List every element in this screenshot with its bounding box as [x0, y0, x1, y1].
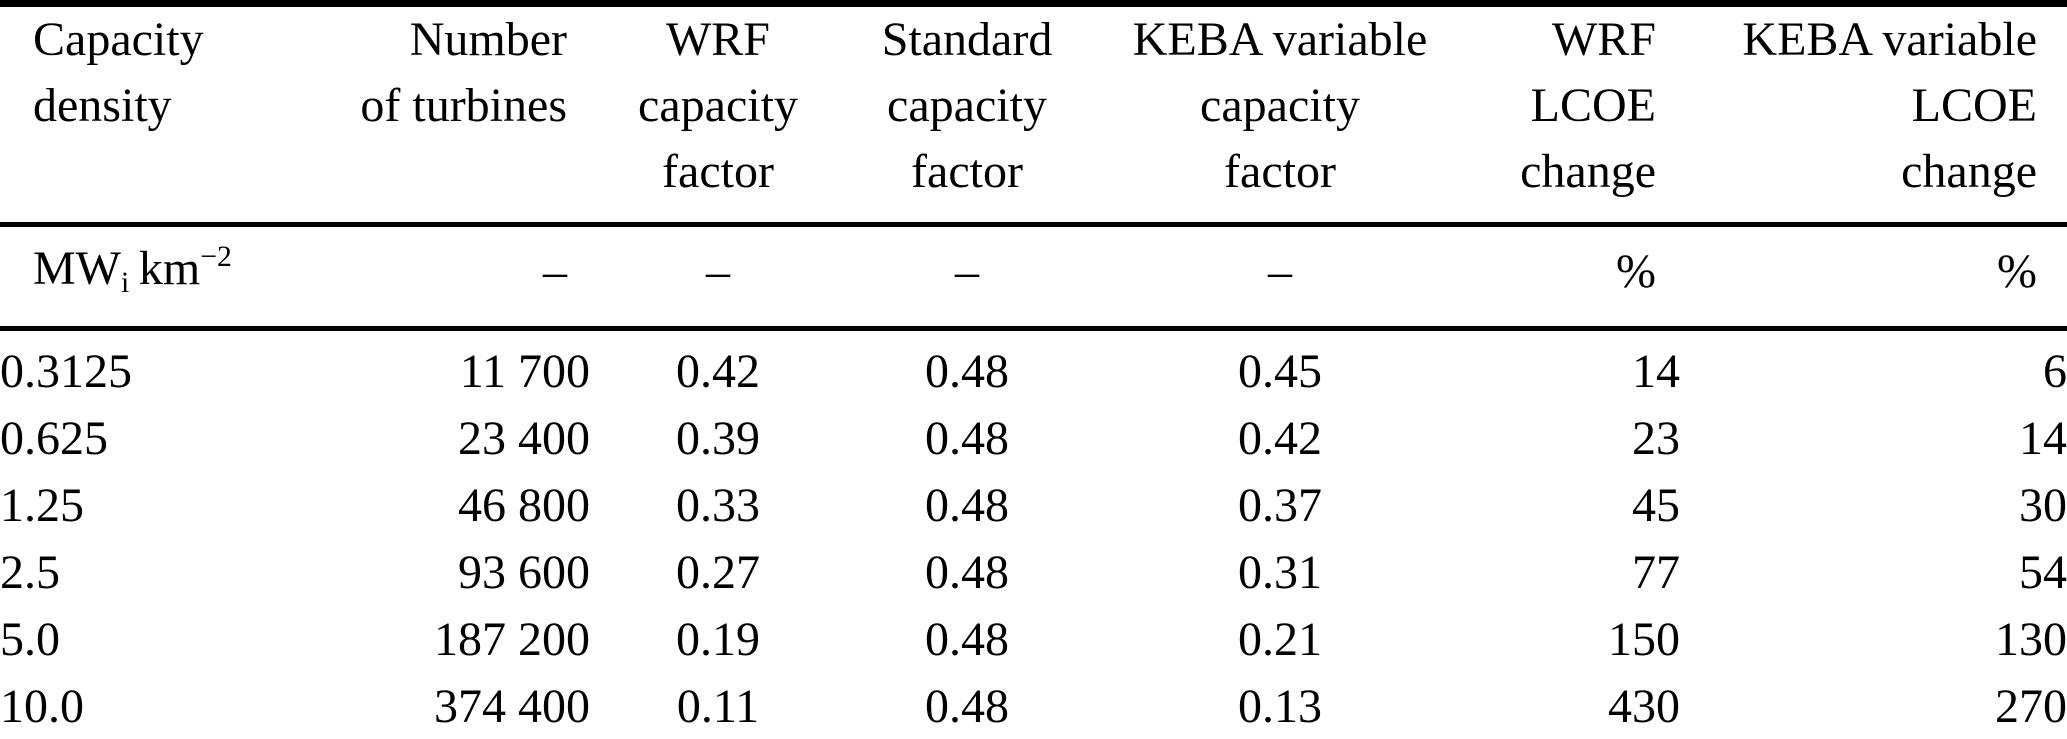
table-cell: 45	[1632, 479, 1680, 532]
column-header-capacity-density: Capacity density	[33, 13, 204, 132]
table-cell: 10.0	[0, 680, 84, 733]
table-cell: 130	[1995, 613, 2067, 666]
table-cell: 0.27	[676, 546, 760, 599]
table-cell: 0.48	[925, 479, 1009, 532]
table-cell: 14	[2019, 412, 2067, 465]
table-cell: 0.3125	[0, 345, 132, 398]
table-row: 10.0 374 400 0.11 0.48 0.13 430 270	[0, 673, 2067, 739]
table-header-row: Capacity density Number of turbines WRF …	[0, 3, 2067, 225]
table-cell: 1.25	[0, 479, 84, 532]
table-cell: 0.48	[925, 546, 1009, 599]
table-cell: 0.31	[1238, 546, 1322, 599]
unit-wrf-lcoe-change: %	[1616, 245, 1656, 298]
table-cell: 5.0	[0, 613, 60, 666]
table-row: 0.3125 11 700 0.42 0.48 0.45 14 6	[0, 329, 2067, 406]
table-row: 2.5 93 600 0.27 0.48 0.31 77 54	[0, 539, 2067, 606]
table-cell: 0.13	[1238, 680, 1322, 733]
table-cell: 0.48	[925, 412, 1009, 465]
table-cell: 0.37	[1238, 479, 1322, 532]
table-row: 0.625 23 400 0.39 0.48 0.42 23 14	[0, 405, 2067, 472]
column-header-number-of-turbines: Number of turbines	[360, 13, 567, 132]
table-cell: 0.21	[1238, 613, 1322, 666]
unit-wrf-capacity-factor: –	[706, 245, 730, 298]
table-cell: 0.42	[1238, 412, 1322, 465]
table-cell: 2.5	[0, 546, 60, 599]
unit-keba-variable-lcoe-change: %	[1997, 245, 2037, 298]
table-cell: 54	[2019, 546, 2067, 599]
table-cell: 23	[1632, 412, 1680, 465]
table-cell: 187 200	[434, 613, 590, 666]
table-cell: 11 700	[459, 345, 590, 398]
table-cell: 0.42	[676, 345, 760, 398]
unit-superscript-minus2: −2	[200, 239, 232, 273]
table-cell: 0.48	[925, 613, 1009, 666]
unit-keba-variable-capacity-factor: –	[1268, 245, 1292, 298]
table-cell: 0.33	[676, 479, 760, 532]
table-cell: 30	[2019, 479, 2067, 532]
table-cell: 0.19	[676, 613, 760, 666]
column-header-standard-capacity-factor: Standard capacity factor	[881, 13, 1053, 198]
table-row: 1.25 46 800 0.33 0.48 0.37 45 30	[0, 472, 2067, 539]
table-cell: 0.39	[676, 412, 760, 465]
unit-km: km	[129, 242, 201, 295]
table-cell: 150	[1608, 613, 1680, 666]
column-header-wrf-capacity-factor: WRF capacity factor	[638, 13, 798, 198]
table-cell: 0.48	[925, 680, 1009, 733]
table-cell: 270	[1995, 680, 2067, 733]
table-cell: 374 400	[434, 680, 590, 733]
table-cell: 77	[1632, 546, 1680, 599]
table-cell: 6	[2043, 345, 2067, 398]
column-header-keba-variable-lcoe-change: KEBA variable LCOE change	[1742, 13, 2037, 198]
unit-standard-capacity-factor: –	[955, 245, 979, 298]
table-cell: 46 800	[458, 479, 590, 532]
unit-capacity-density: MWi km−2	[0, 225, 310, 329]
table-cell: 23 400	[458, 412, 590, 465]
table-cell: 0.625	[0, 412, 108, 465]
unit-mw: MW	[33, 242, 121, 295]
table-cell: 0.11	[676, 680, 760, 733]
table-row: 5.0 187 200 0.19 0.48 0.21 150 130	[0, 606, 2067, 673]
table-cell: 14	[1632, 345, 1680, 398]
unit-number-of-turbines: –	[543, 245, 567, 298]
unit-subscript-i: i	[120, 266, 130, 300]
units-row: MWi km−2 – – – – % %	[0, 224, 2067, 329]
table-cell: 430	[1608, 680, 1680, 733]
table-cell: 93 600	[458, 546, 590, 599]
table-cell: 0.48	[925, 345, 1009, 398]
column-header-wrf-lcoe-change: WRF LCOE change	[1520, 13, 1656, 198]
table-cell: 0.45	[1238, 345, 1322, 398]
column-header-keba-variable-capacity-factor: KEBA variable capacity factor	[1132, 13, 1428, 198]
